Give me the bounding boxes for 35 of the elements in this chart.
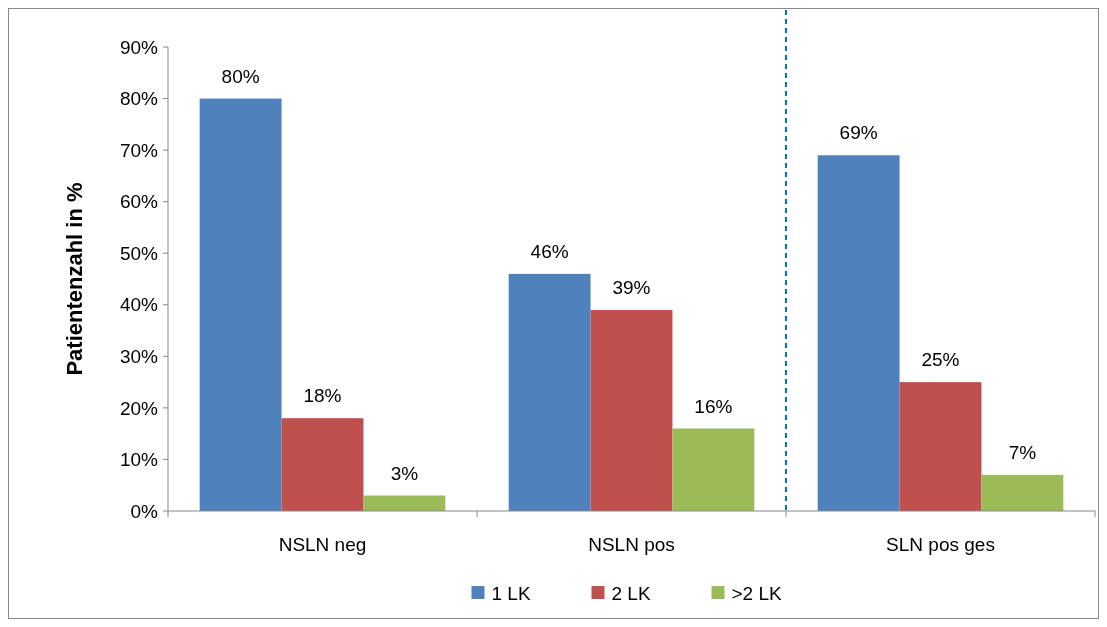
y-tick-label: 80% [119, 88, 159, 110]
legend-label: 1 LK [491, 582, 531, 604]
legend-label: >2 LK [731, 582, 783, 604]
data-label: 46% [530, 240, 569, 262]
bar [281, 418, 364, 511]
data-label: 80% [221, 65, 260, 87]
data-label: 39% [612, 276, 651, 298]
y-tick-label: 20% [119, 397, 159, 419]
y-axis-title: Patientenzahl in % [62, 182, 87, 376]
y-tick-label: 50% [119, 242, 159, 264]
data-label: 3% [390, 462, 419, 484]
y-tick-label: 30% [119, 345, 159, 367]
bar [508, 273, 591, 511]
y-tick-label: 60% [119, 191, 159, 213]
y-tick-label: 70% [119, 139, 159, 161]
data-label: 25% [921, 349, 960, 371]
y-tick-label: 90% [119, 36, 159, 58]
bar [899, 382, 982, 511]
y-tick-label: 40% [119, 294, 159, 316]
data-label: 7% [1008, 441, 1037, 463]
x-tick-label: NSLN pos [588, 534, 675, 555]
legend-label: 2 LK [611, 582, 651, 604]
data-label: 18% [303, 385, 342, 407]
data-label: 69% [839, 122, 878, 144]
bar [981, 474, 1064, 511]
x-tick-label: SLN pos ges [886, 534, 995, 555]
bar [817, 155, 900, 511]
bar [672, 428, 755, 511]
bar [363, 495, 446, 511]
bar [199, 98, 282, 511]
x-tick-label: NSLN neg [278, 534, 367, 555]
bar [590, 309, 673, 511]
data-label: 16% [694, 395, 733, 417]
y-tick-label: 10% [119, 449, 159, 471]
y-tick-label: 0% [130, 500, 159, 522]
